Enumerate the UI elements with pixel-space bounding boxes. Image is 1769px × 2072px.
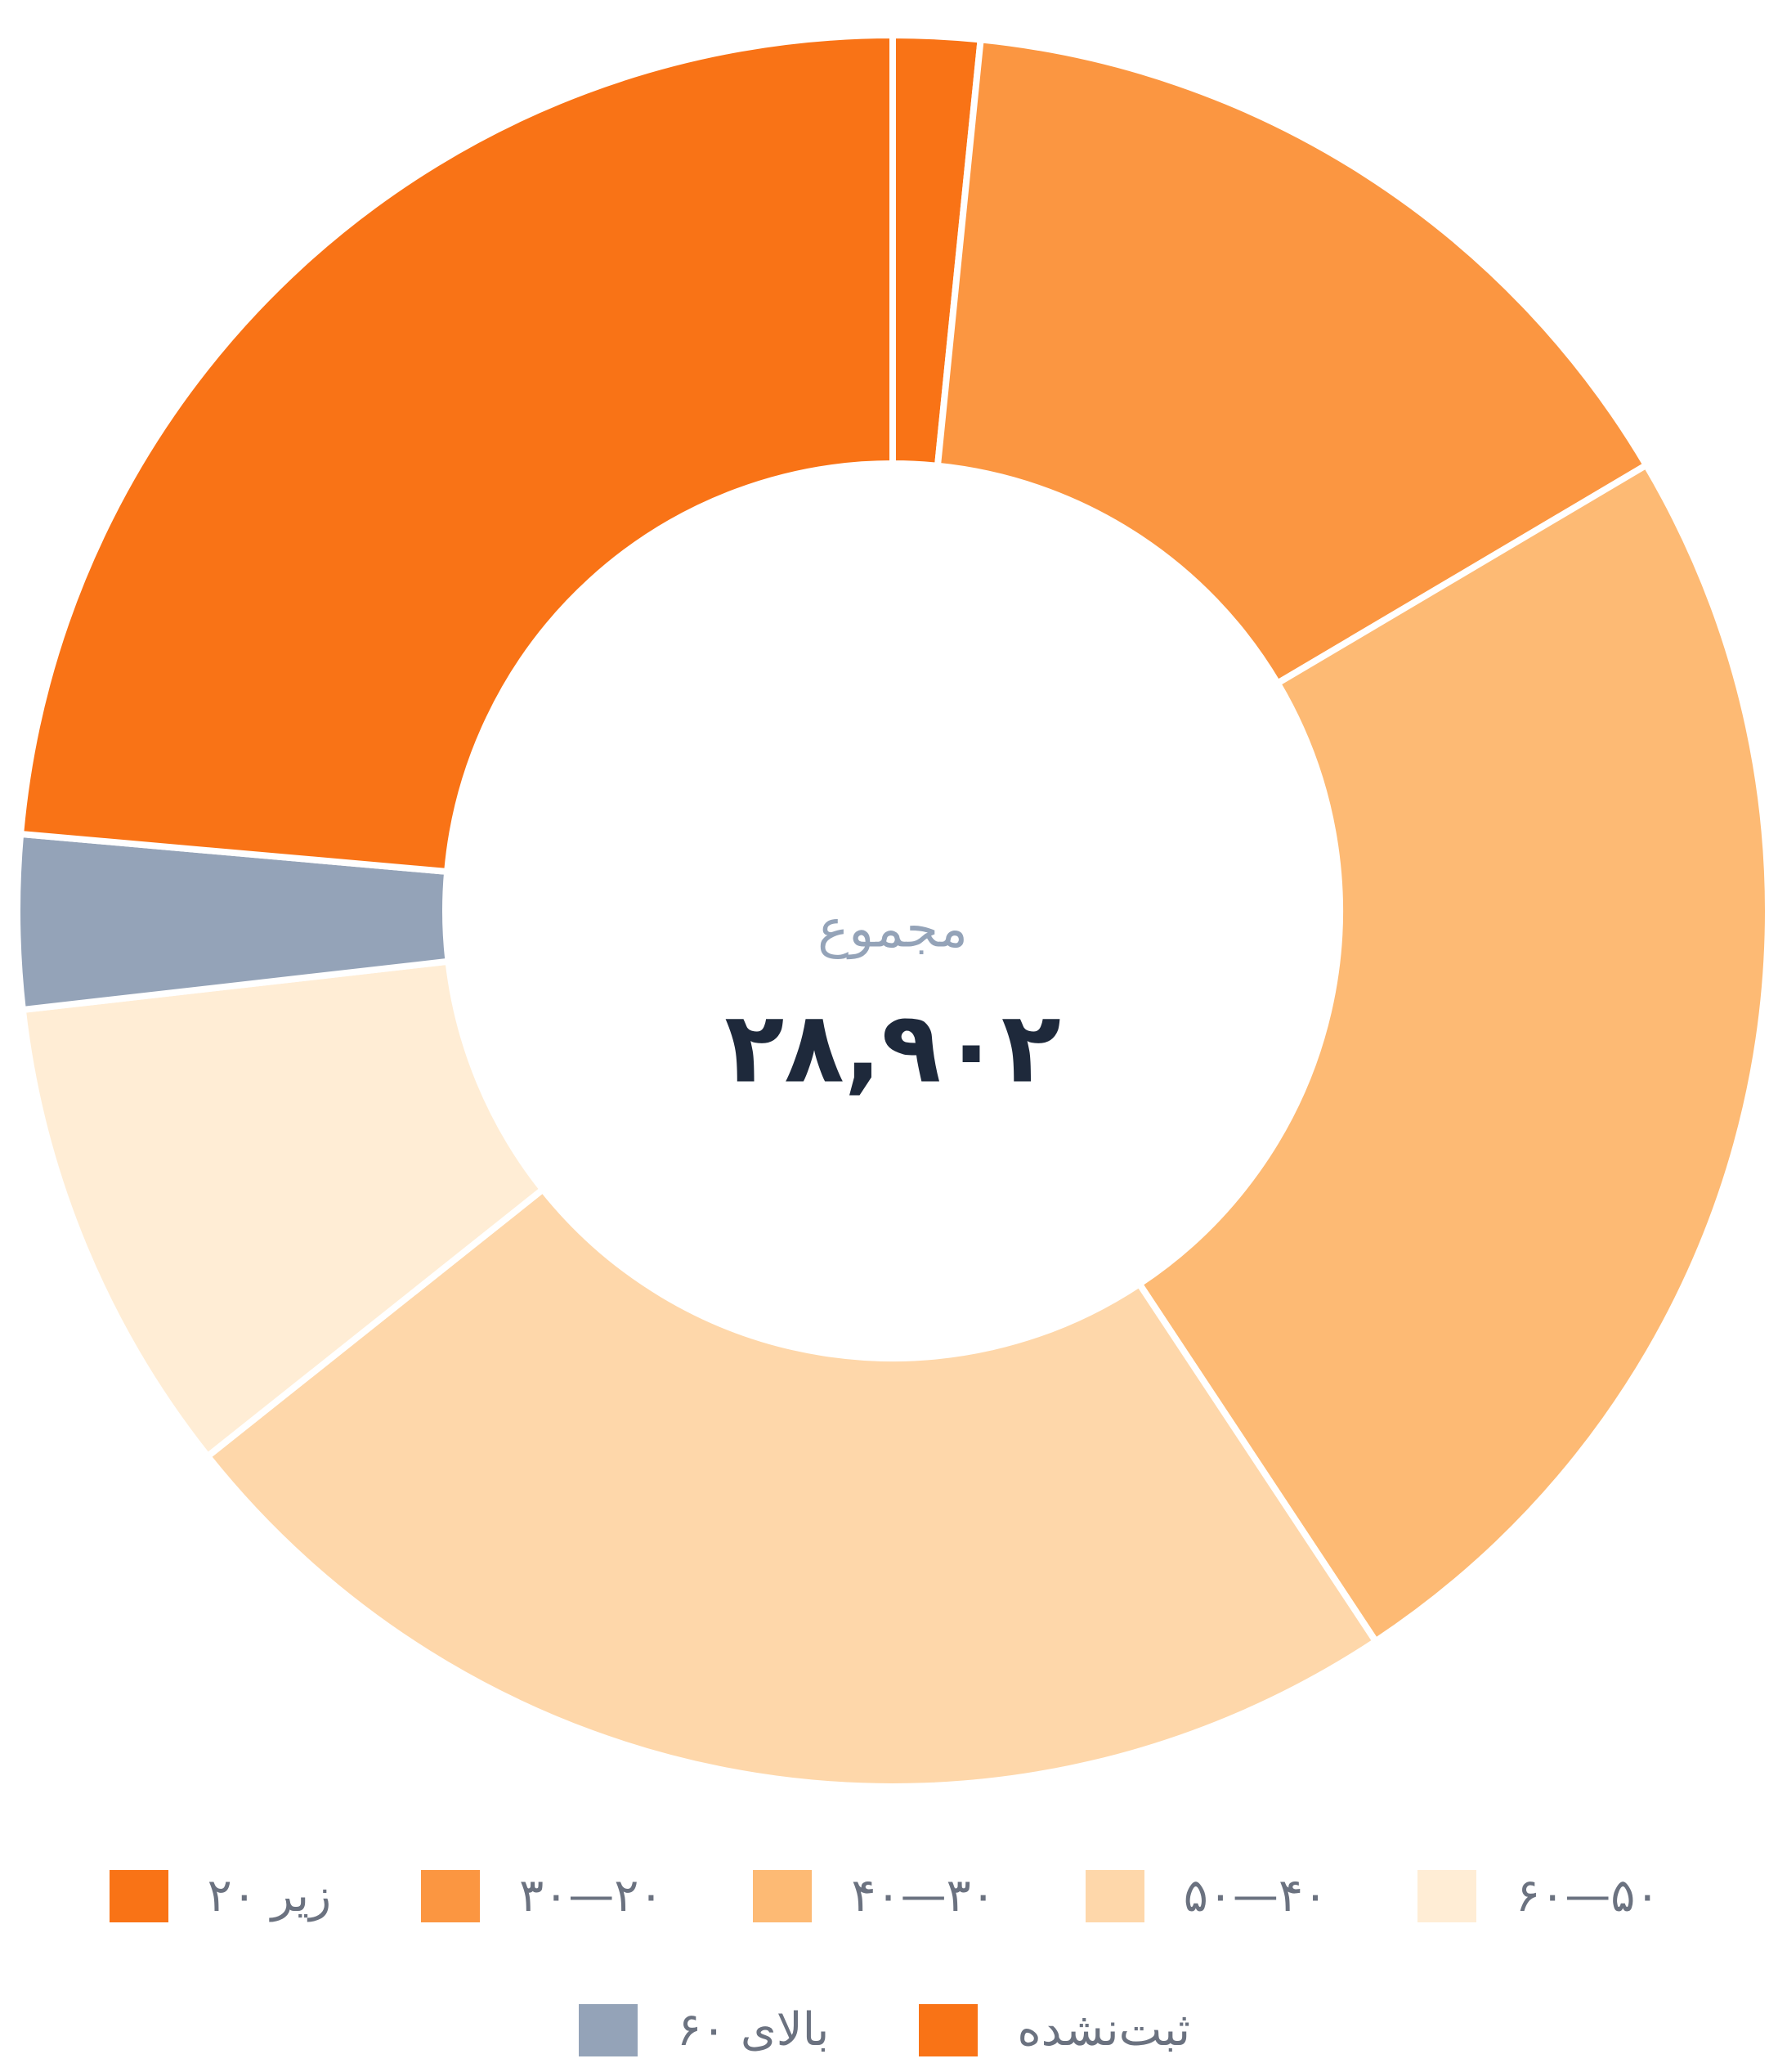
legend-item: ۴۰—۵۰ [1085,1869,1328,1922]
chart: مجموع ۲۸,۹۰۲ [14,31,1769,1790]
legend-item: زیر ۲۰ [109,1869,332,1922]
slices [14,31,1769,1790]
legend-label: ۵۰—۶۰ [1516,1869,1660,1922]
total: ۲۸,۹۰۲ [724,992,1061,1106]
slice [16,31,896,876]
slice [1135,460,1769,1646]
legend-item: ثبت‌نشده [919,2003,1190,2056]
legend-item: ۲۰—۳۰ [421,1869,663,1922]
slice [203,1185,1381,1790]
legend-label: ۴۰—۵۰ [1183,1869,1328,1922]
legend-swatch [109,1869,168,1922]
center-label: مجموع [817,899,968,960]
legend-item: ۳۰—۴۰ [753,1869,996,1922]
legend-label: بالای ۶۰ [676,2003,830,2056]
legend-swatch [919,2003,979,2056]
legend-label: ۲۰—۳۰ [519,1869,664,1922]
legend-item: بالای ۶۰ [578,2003,830,2056]
legend: بالای ۶۰ ثبت‌نشده [0,2003,1769,2056]
legend-swatch [753,1869,813,1922]
slice [19,958,548,1461]
legend-label: زیر ۲۰ [207,1869,332,1922]
legend-label: ۳۰—۴۰ [851,1869,996,1922]
legend-item: ۵۰—۶۰ [1417,1869,1659,1922]
legend-swatch [421,1869,481,1922]
legend-swatch [1417,1869,1477,1922]
legend-label: ثبت‌نشده [1017,2003,1191,2056]
legend: زیر ۲۰ ۲۰—۳۰ ۳۰—۴۰ ۴۰—۵۰ ۵۰—۶۰ [0,1869,1769,1922]
legend-swatch [578,2003,638,2056]
slice [934,36,1651,688]
legend-swatch [1085,1869,1144,1922]
